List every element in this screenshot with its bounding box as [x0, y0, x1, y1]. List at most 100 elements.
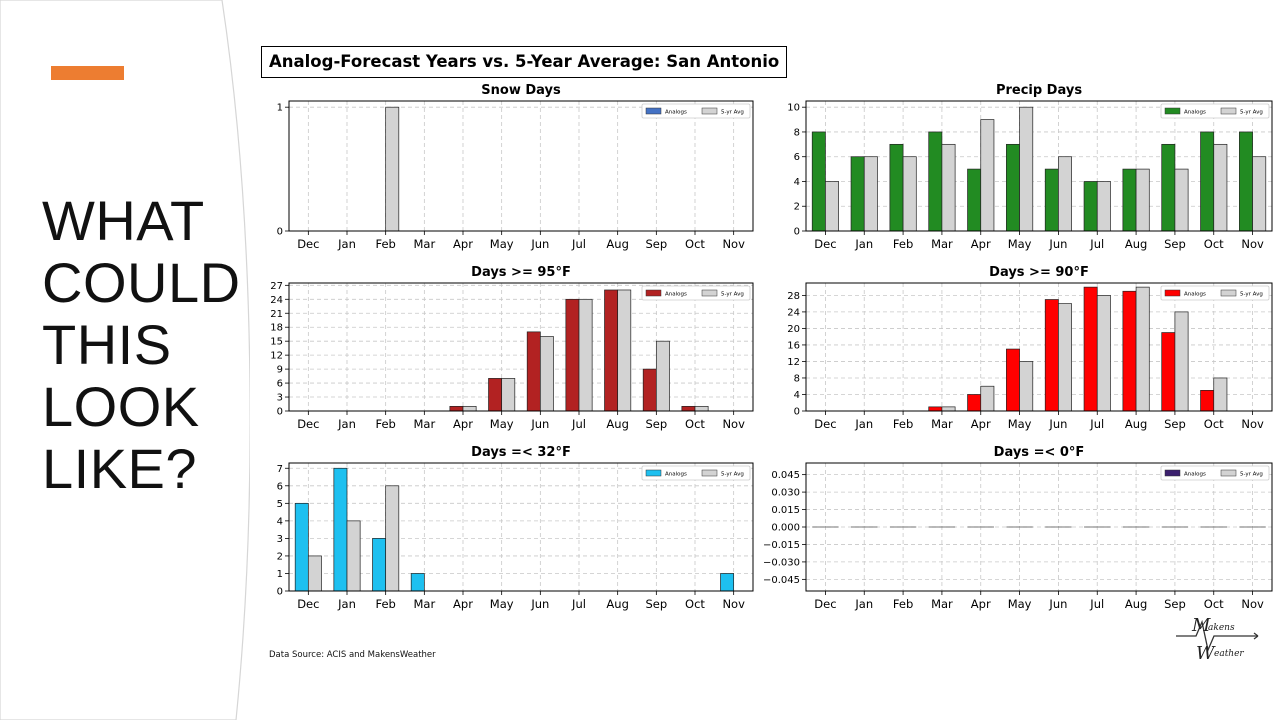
x-tick-label: Jan	[854, 597, 873, 611]
heading-line: THIS	[42, 313, 172, 376]
bar	[488, 378, 503, 412]
legend-box	[1160, 103, 1270, 119]
bar	[526, 331, 541, 412]
x-tick-label: May	[490, 417, 514, 431]
x-tick-label: Aug	[1125, 417, 1147, 431]
chart-title: Snow Days	[481, 83, 561, 98]
y-tick-label: 2	[277, 551, 283, 562]
bar	[850, 156, 865, 232]
bar	[1161, 143, 1176, 232]
x-tick-label: Apr	[971, 237, 991, 251]
x-tick-label: Mar	[413, 237, 435, 251]
heading-line: COULD	[42, 251, 241, 314]
legend-box	[641, 285, 751, 301]
x-tick-label: May	[1008, 597, 1032, 611]
logo-word-1: akens	[1208, 623, 1235, 633]
bar	[941, 143, 956, 232]
y-tick-label: 24	[787, 307, 800, 318]
bar	[980, 119, 995, 232]
bar	[1044, 299, 1059, 412]
x-tick-label: Feb	[893, 417, 913, 431]
y-tick-label: 24	[270, 295, 283, 306]
x-tick-label: Mar	[931, 597, 953, 611]
bar	[1213, 377, 1228, 412]
bar	[1239, 131, 1253, 232]
x-tick-label: Feb	[375, 597, 395, 611]
bar	[565, 298, 580, 412]
legend-label: 5-yr Avg	[1240, 110, 1263, 116]
logo-letter-w: W	[1196, 643, 1216, 664]
y-tick-label: 8	[794, 127, 800, 138]
x-tick-label: Jun	[530, 597, 549, 611]
y-tick-label: 18	[270, 323, 283, 334]
x-tick-label: Aug	[606, 597, 628, 611]
x-tick-label: Mar	[931, 417, 953, 431]
x-tick-label: Jan	[337, 237, 356, 251]
x-tick-label: Apr	[453, 597, 473, 611]
y-tick-label: 0.000	[771, 523, 800, 534]
legend-label: 5-yr Avg	[721, 110, 744, 116]
bar	[655, 340, 670, 412]
x-tick-label: Jul	[1089, 597, 1104, 611]
y-tick-label: 6	[794, 152, 800, 163]
bar	[333, 467, 348, 592]
bar	[941, 406, 956, 412]
x-tick-label: Sep	[645, 417, 667, 431]
plot-frame	[288, 462, 754, 592]
bar	[1096, 295, 1111, 412]
x-tick-label: May	[1008, 237, 1032, 251]
x-tick-label: Jun	[1048, 417, 1067, 431]
x-tick-label: May	[490, 597, 514, 611]
legend-label: 5-yr Avg	[1240, 292, 1263, 298]
legend-swatch	[701, 107, 718, 115]
x-tick-label: Jan	[337, 597, 356, 611]
bar	[617, 289, 632, 412]
legend-box	[641, 103, 751, 119]
bar	[1083, 181, 1098, 232]
x-tick-label: Nov	[722, 237, 745, 251]
y-tick-label: 0	[794, 227, 800, 238]
x-tick-label: Jun	[1048, 597, 1067, 611]
y-tick-label: 12	[787, 357, 800, 368]
x-tick-label: Oct	[685, 237, 705, 251]
legend-swatch	[1220, 469, 1237, 477]
legend-swatch	[1164, 107, 1181, 115]
x-tick-label: Feb	[375, 237, 395, 251]
x-tick-label: Apr	[453, 237, 473, 251]
y-tick-label: 0.045	[771, 470, 800, 481]
logo-letter-m: M	[1191, 615, 1211, 636]
bar	[604, 289, 619, 412]
bar	[694, 405, 709, 412]
heading-line: LOOK	[42, 375, 200, 438]
y-tick-label: 3	[277, 393, 283, 404]
plot-frame	[805, 282, 1273, 412]
y-tick-label: 0	[277, 227, 283, 238]
bar	[967, 168, 982, 232]
plot-frame	[805, 462, 1273, 592]
x-tick-label: Feb	[893, 597, 913, 611]
bar	[1174, 311, 1189, 412]
bar	[501, 378, 516, 412]
bar	[462, 405, 477, 412]
bar	[1096, 181, 1111, 232]
bar	[410, 573, 425, 592]
legend-box	[641, 465, 751, 481]
legend-label: Analogs	[1184, 472, 1206, 478]
chart-title: Days =< 32°F	[471, 445, 571, 460]
x-tick-label: Dec	[297, 597, 319, 611]
x-tick-label: Nov	[1241, 417, 1264, 431]
slide-heading: WHAT COULD THIS LOOK LIKE?	[42, 190, 252, 500]
y-tick-label: 0.030	[771, 488, 800, 499]
x-tick-label: Aug	[1125, 237, 1147, 251]
chart-title: Precip Days	[996, 83, 1082, 98]
x-tick-label: Sep	[645, 237, 667, 251]
heading-line: LIKE?	[42, 437, 198, 500]
x-tick-label: Aug	[606, 237, 628, 251]
y-tick-label: 1	[277, 569, 283, 580]
x-tick-label: Jan	[337, 417, 356, 431]
x-tick-label: Jul	[571, 237, 586, 251]
bar	[681, 405, 696, 412]
bar	[578, 298, 593, 412]
legend-label: Analogs	[665, 292, 687, 298]
bar	[346, 520, 361, 592]
